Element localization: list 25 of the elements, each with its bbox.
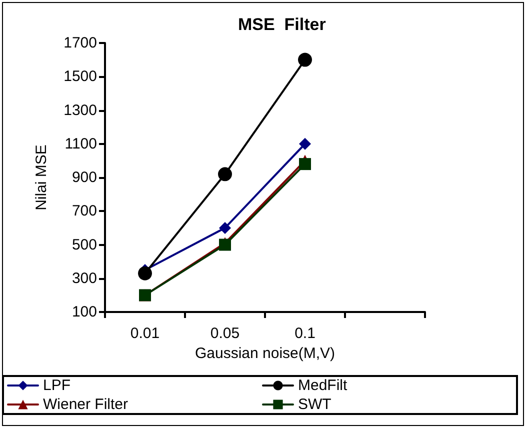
y-tick-label: 900 — [72, 169, 97, 186]
legend-label: SWT — [298, 396, 332, 413]
y-tick-label: 300 — [72, 270, 97, 287]
point — [298, 52, 312, 67]
point — [218, 167, 232, 182]
x-axis-title: Gaussian noise(M,V) — [194, 345, 336, 362]
x-tick-label: 0.1 — [294, 325, 316, 342]
y-tick-label: 500 — [72, 236, 97, 254]
y-tick-label: 1500 — [64, 68, 97, 86]
chart-title: MSE Filter — [238, 15, 326, 34]
y-tick-label: 1700 — [64, 34, 97, 52]
legend-label: MedFilt — [298, 377, 348, 394]
point — [219, 222, 231, 234]
point — [299, 138, 311, 150]
x-tick-label: 0.01 — [130, 325, 160, 342]
x-tick-label: 0.05 — [210, 325, 240, 342]
point — [299, 158, 311, 170]
legend-label: Wiener Filter — [43, 396, 128, 413]
legend-label: LPF — [43, 377, 71, 394]
y-tick-label: 1300 — [64, 102, 97, 119]
y-axis-title: Nilai MSE — [33, 144, 50, 210]
y-tick-label: 1100 — [64, 135, 97, 152]
point — [138, 266, 152, 280]
y-tick-label: 100 — [72, 304, 97, 320]
y-tick-label: 700 — [72, 202, 97, 220]
